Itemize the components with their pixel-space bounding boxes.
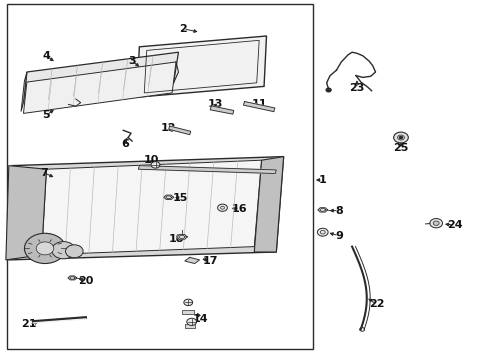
Text: 2: 2	[179, 24, 187, 34]
Text: 7: 7	[40, 168, 48, 178]
Polygon shape	[243, 102, 274, 112]
Circle shape	[325, 88, 330, 92]
Polygon shape	[41, 160, 261, 255]
Polygon shape	[137, 36, 266, 97]
Text: 14: 14	[192, 314, 208, 324]
Polygon shape	[6, 166, 46, 260]
Text: 21: 21	[21, 319, 37, 329]
Text: 24: 24	[446, 220, 462, 230]
Polygon shape	[254, 157, 283, 252]
Polygon shape	[176, 234, 187, 239]
Text: 15: 15	[172, 193, 187, 203]
Text: 23: 23	[348, 83, 364, 93]
Text: 16: 16	[231, 204, 247, 214]
Text: 11: 11	[251, 99, 266, 109]
Circle shape	[52, 242, 75, 259]
Polygon shape	[23, 62, 176, 113]
Circle shape	[24, 233, 65, 264]
Text: 6: 6	[121, 139, 128, 149]
Text: 25: 25	[392, 143, 408, 153]
Polygon shape	[9, 157, 283, 260]
Polygon shape	[210, 106, 233, 114]
Text: 4: 4	[42, 51, 50, 61]
Circle shape	[151, 162, 160, 168]
Circle shape	[36, 242, 54, 255]
Polygon shape	[184, 257, 199, 264]
Polygon shape	[21, 72, 27, 112]
Polygon shape	[163, 195, 173, 199]
Text: 5: 5	[42, 110, 50, 120]
Text: 13: 13	[207, 99, 223, 109]
Text: 8: 8	[334, 206, 342, 216]
Circle shape	[399, 136, 402, 139]
Bar	[7, 4, 312, 349]
Text: 9: 9	[334, 231, 342, 241]
Polygon shape	[168, 126, 190, 135]
Circle shape	[397, 135, 404, 140]
Bar	[184, 324, 194, 328]
Text: 10: 10	[143, 155, 159, 165]
Text: 17: 17	[202, 256, 218, 266]
Circle shape	[183, 299, 192, 306]
Text: 3: 3	[128, 56, 136, 66]
Circle shape	[317, 228, 327, 236]
Text: 18: 18	[168, 234, 183, 244]
Circle shape	[432, 221, 438, 225]
Polygon shape	[138, 166, 276, 174]
Circle shape	[65, 245, 83, 258]
Text: 20: 20	[78, 276, 93, 286]
Text: 19: 19	[24, 243, 40, 253]
Polygon shape	[68, 276, 77, 280]
Circle shape	[186, 318, 196, 325]
Polygon shape	[23, 52, 178, 103]
Text: 12: 12	[161, 123, 176, 133]
Circle shape	[393, 132, 407, 143]
Text: 22: 22	[368, 299, 384, 309]
Polygon shape	[317, 208, 327, 212]
Circle shape	[217, 204, 227, 211]
Text: 1: 1	[318, 175, 326, 185]
Circle shape	[429, 219, 442, 228]
Bar	[182, 310, 194, 314]
